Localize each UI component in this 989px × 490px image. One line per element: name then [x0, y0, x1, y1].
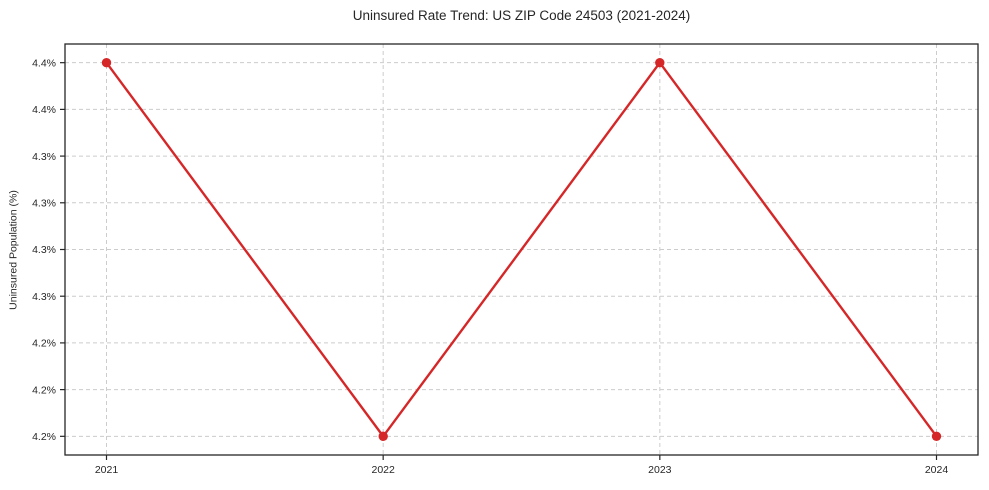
series-line — [105, 61, 938, 438]
data-point-marker — [378, 431, 388, 441]
y-tick-label: 4.3% — [32, 197, 56, 209]
data-point-marker — [101, 58, 112, 68]
x-tick-label: 2023 — [648, 464, 672, 476]
y-tick-label: 4.3% — [32, 244, 56, 256]
data-point-marker — [931, 431, 942, 441]
y-tick-label: 4.2% — [32, 431, 56, 443]
plot-border — [64, 43, 979, 456]
y-tick-label: 4.3% — [32, 291, 56, 303]
data-point-marker — [655, 58, 665, 68]
x-tick-label: 2021 — [95, 464, 119, 476]
x-tick-label: 2024 — [925, 464, 949, 476]
y-tick-label: 4.2% — [32, 338, 56, 350]
y-tick-label: 4.2% — [32, 384, 56, 396]
y-tick-label: 4.3% — [32, 151, 56, 163]
x-tick-label: 2022 — [371, 464, 395, 476]
y-tick-label: 4.4% — [32, 104, 56, 116]
y-tick-label: 4.4% — [32, 57, 56, 69]
chart-title: Uninsured Rate Trend: US ZIP Code 24503 … — [352, 8, 691, 23]
